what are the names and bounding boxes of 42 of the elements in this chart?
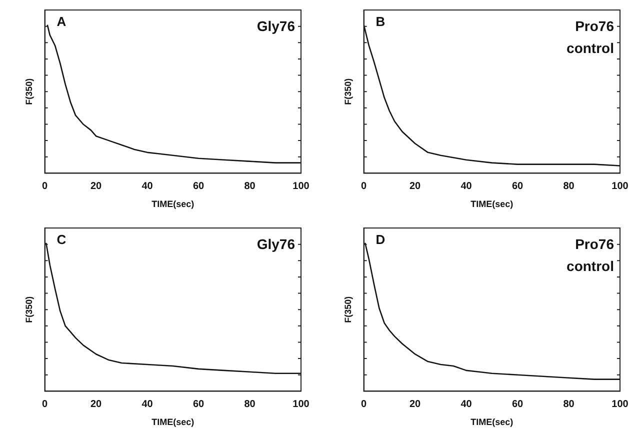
- annotation: control: [566, 258, 614, 274]
- annotation: D: [376, 232, 386, 248]
- x-tick-label: 100: [612, 180, 629, 192]
- annotation: B: [376, 14, 386, 30]
- x-tick-label: 0: [361, 180, 368, 192]
- x-tick-label: 80: [244, 180, 256, 192]
- x-tick-label: 60: [512, 180, 524, 192]
- x-tick-label: 20: [90, 398, 102, 410]
- annotation: Gly76: [256, 18, 296, 34]
- x-tick-label: 100: [292, 398, 310, 410]
- x-tick-label: 40: [142, 398, 154, 410]
- x-tick-label: 0: [42, 180, 48, 192]
- x-tick-label: 80: [563, 180, 575, 192]
- annotation: Gly76: [256, 236, 296, 252]
- annotation: Pro76: [575, 18, 614, 34]
- x-tick-label: 20: [90, 180, 102, 192]
- x-tick-label: 40: [460, 180, 472, 192]
- x-tick-label: 60: [512, 398, 524, 410]
- annotation: Pro76: [575, 236, 614, 252]
- y-axis-title: F(350): [342, 78, 353, 105]
- annotation: C: [56, 232, 67, 248]
- x-tick-label: 20: [409, 180, 422, 192]
- x-tick-label: 40: [460, 398, 472, 410]
- x-tick-label: 0: [42, 398, 48, 410]
- x-tick-label: 20: [409, 398, 422, 410]
- x-tick-label: 100: [292, 180, 310, 192]
- y-axis-title: F(350): [24, 78, 34, 105]
- x-tick-label: 40: [142, 180, 154, 192]
- x-axis-title: TIME(sec): [152, 417, 194, 428]
- x-axis-title: TIME(sec): [152, 199, 194, 210]
- y-axis-title: F(350): [342, 296, 353, 323]
- x-axis-title: TIME(sec): [470, 199, 514, 210]
- x-tick-label: 80: [244, 398, 256, 410]
- x-tick-label: 60: [192, 180, 205, 192]
- x-tick-label: 60: [192, 398, 205, 410]
- x-axis-title: TIME(sec): [470, 417, 514, 428]
- x-tick-label: 100: [612, 398, 629, 410]
- annotation: control: [566, 40, 614, 56]
- y-axis-title: F(350): [24, 296, 34, 323]
- x-tick-label: 0: [361, 398, 368, 410]
- x-tick-label: 80: [563, 398, 575, 410]
- annotation: A: [56, 14, 67, 30]
